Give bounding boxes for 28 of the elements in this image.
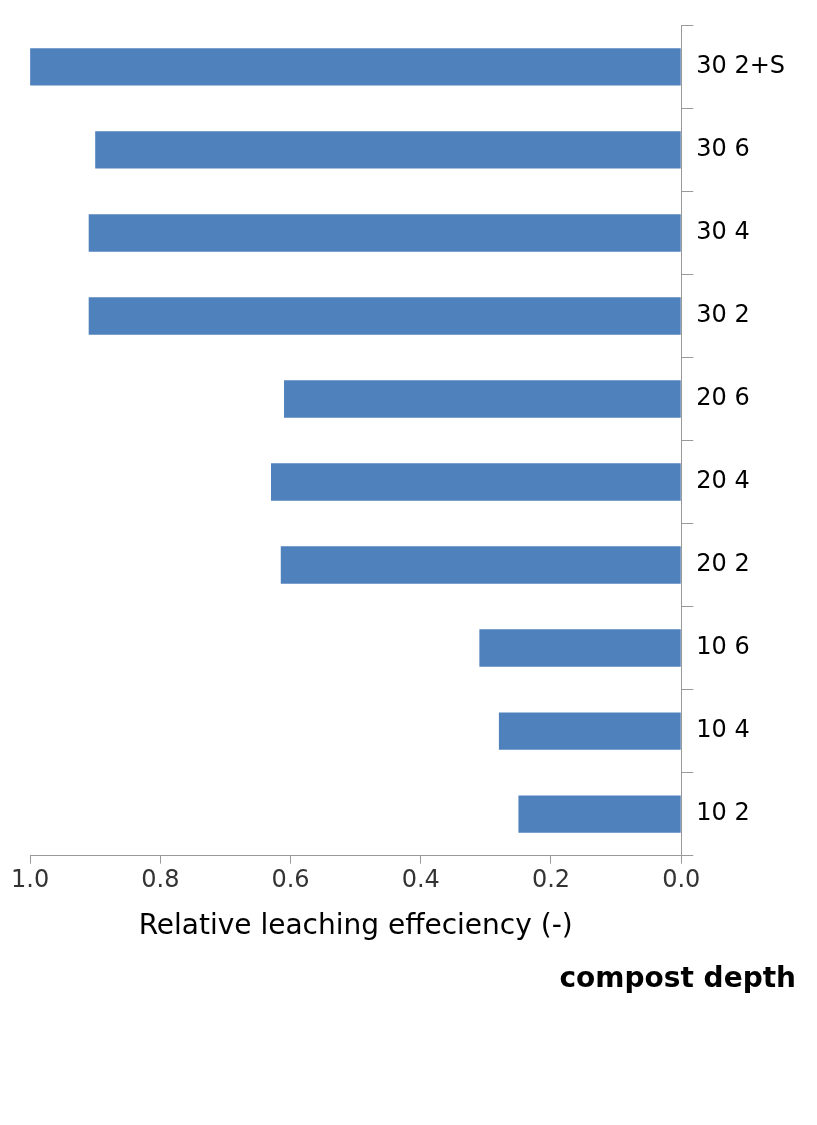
x-tick-label: 0.0 bbox=[662, 865, 701, 894]
bar bbox=[30, 48, 681, 86]
x-axis-title: Relative leaching effeciency (-) bbox=[138, 908, 573, 942]
bar bbox=[498, 712, 681, 750]
y-tick-label: 20 2 bbox=[696, 549, 750, 578]
bar bbox=[280, 546, 681, 584]
bar bbox=[518, 795, 681, 833]
bar bbox=[95, 131, 681, 169]
y-tick-label: 30 4 bbox=[696, 217, 750, 246]
text: compost depth bbox=[559, 960, 796, 994]
y-tick-label: 20 6 bbox=[696, 383, 750, 412]
bar bbox=[284, 380, 681, 418]
bar bbox=[88, 214, 681, 252]
y-tick-label: 10 4 bbox=[696, 715, 750, 744]
y-tick-label: 10 6 bbox=[696, 632, 750, 661]
y-tick-label: 30 2+S bbox=[696, 51, 785, 80]
y-tick-label: 30 6 bbox=[696, 134, 750, 163]
y-tick-label: 20 4 bbox=[696, 466, 750, 495]
x-tick-label: 0.4 bbox=[401, 865, 440, 894]
x-tick-label: 0.8 bbox=[141, 865, 180, 894]
x-tick-label: 0.2 bbox=[531, 865, 571, 894]
bar bbox=[479, 629, 681, 667]
y-tick-label: 30 2 bbox=[696, 300, 750, 329]
bar bbox=[271, 463, 681, 501]
x-tick-label: 1.0 bbox=[11, 865, 50, 894]
bar bbox=[88, 297, 681, 335]
x-tick-label: 0.6 bbox=[271, 865, 310, 894]
y-tick-label: 10 2 bbox=[696, 798, 750, 827]
